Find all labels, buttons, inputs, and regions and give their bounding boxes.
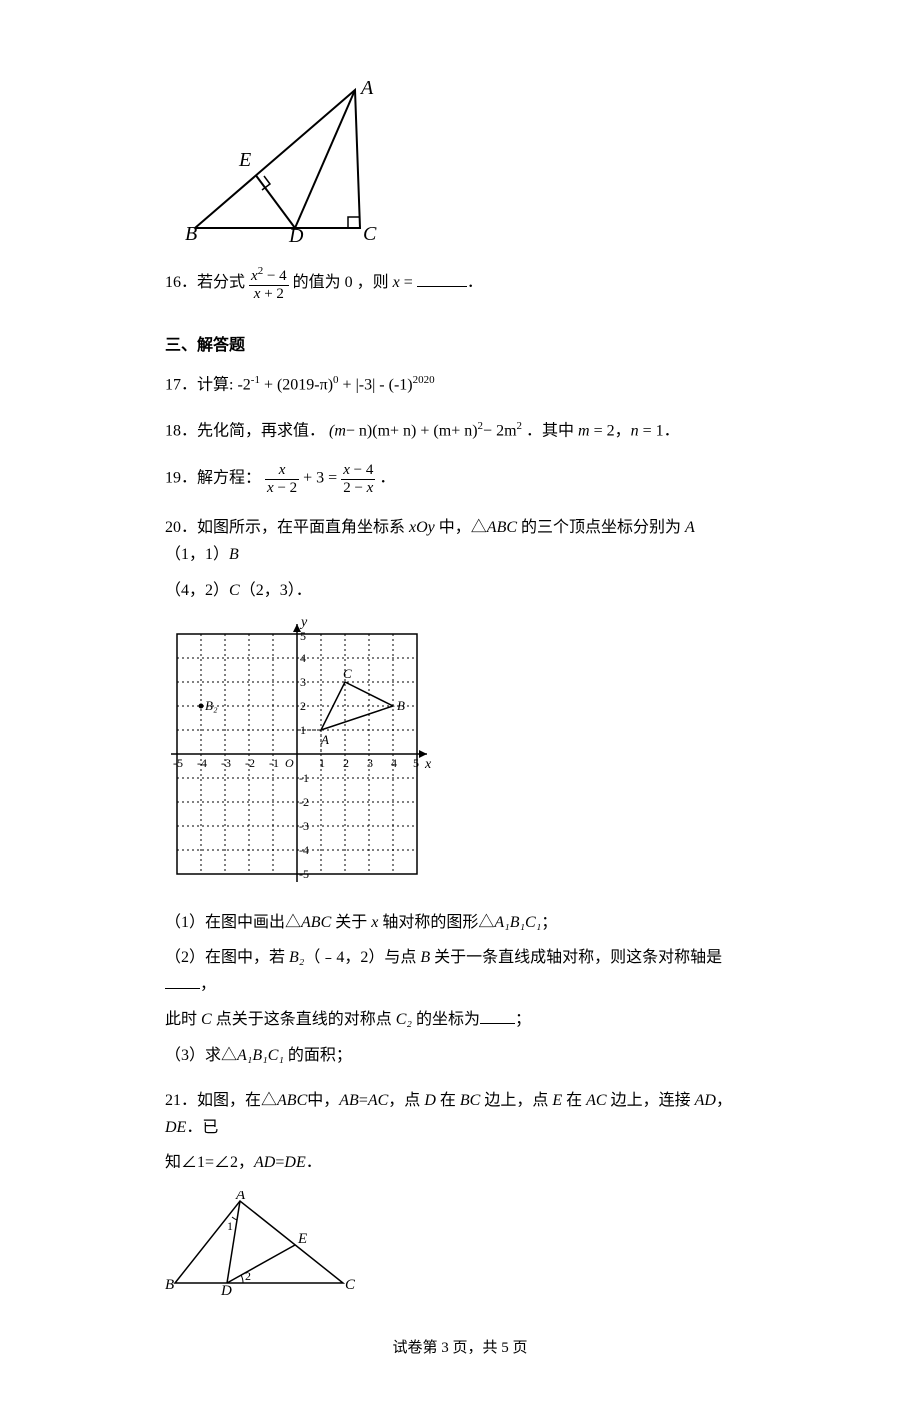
svg-text:5: 5 bbox=[300, 629, 306, 643]
q18: 18．先化简，再求值． (m− n)(m+ n) + (m+ n)2− 2m2 … bbox=[165, 417, 755, 445]
q16-mid: 的值为 0 ，则 bbox=[293, 274, 389, 291]
svg-text:B: B bbox=[397, 698, 405, 713]
svg-text:-2: -2 bbox=[245, 756, 255, 770]
q21-svg: A B C D E 1 2 bbox=[165, 1191, 355, 1296]
svg-text:1: 1 bbox=[227, 1219, 233, 1233]
label-E: E bbox=[238, 149, 251, 171]
svg-text:2: 2 bbox=[300, 699, 306, 713]
q19-frac2: x − 4 2 − x bbox=[341, 462, 375, 496]
label-D: D bbox=[288, 225, 304, 245]
q16: 16．若分式 x2 − 4 x + 2 的值为 0 ，则 x = ． bbox=[165, 265, 755, 302]
svg-text:5: 5 bbox=[413, 756, 419, 770]
svg-text:B: B bbox=[165, 1277, 174, 1293]
section-3-heading: 三、解答题 bbox=[165, 332, 755, 359]
q16-fraction: x2 − 4 x + 2 bbox=[249, 265, 289, 302]
svg-text:3: 3 bbox=[367, 756, 373, 770]
q21: 21．如图，在△ABC中，AB=AC，点 D 在 BC 边上，点 E 在 AC … bbox=[165, 1087, 755, 1297]
q15-figure: A B C D E bbox=[185, 80, 755, 245]
svg-text:C: C bbox=[343, 666, 352, 681]
svg-text:x: x bbox=[424, 757, 432, 772]
svg-text:-3: -3 bbox=[221, 756, 231, 770]
svg-text:E: E bbox=[297, 1231, 307, 1247]
q20-blank1 bbox=[165, 972, 200, 989]
label-A: A bbox=[359, 80, 374, 99]
page-footer: 试卷第 3 页，共 5 页 bbox=[165, 1336, 755, 1362]
svg-text:-2: -2 bbox=[299, 795, 309, 809]
svg-text:D: D bbox=[220, 1283, 232, 1296]
q20-figure: -5-4-3-2-1 12345 O 12345 -1-2-3-4-5 y x … bbox=[165, 614, 755, 894]
svg-text:C: C bbox=[345, 1277, 355, 1293]
q21-figure: A B C D E 1 2 bbox=[165, 1191, 755, 1296]
svg-text:O: O bbox=[285, 756, 294, 770]
q16-prefix: 16．若分式 bbox=[165, 274, 245, 291]
svg-text:A: A bbox=[320, 732, 329, 747]
svg-text:-3: -3 bbox=[299, 819, 309, 833]
q19: 19．解方程： x x − 2 + 3 = x − 4 2 − x ． bbox=[165, 462, 755, 496]
svg-text:2: 2 bbox=[245, 1269, 251, 1283]
q15-svg: A B C D E bbox=[185, 80, 395, 245]
svg-text:-5: -5 bbox=[173, 756, 183, 770]
svg-text:-1: -1 bbox=[299, 771, 309, 785]
page-container: A B C D E 16．若分式 x2 − 4 x + 2 的值为 0 ，则 x… bbox=[0, 0, 920, 1402]
svg-text:3: 3 bbox=[300, 675, 306, 689]
svg-text:y: y bbox=[299, 615, 308, 630]
svg-text:-4: -4 bbox=[197, 756, 207, 770]
q17: 17．计算: -2-1 + (2019-π)0 + |-3| - (-1)202… bbox=[165, 371, 755, 399]
svg-text:4: 4 bbox=[391, 756, 397, 770]
q20-grid-svg: -5-4-3-2-1 12345 O 12345 -1-2-3-4-5 y x … bbox=[165, 614, 435, 894]
svg-text:-4: -4 bbox=[299, 843, 309, 857]
q16-blank bbox=[417, 270, 467, 287]
q20-blank2 bbox=[480, 1007, 515, 1024]
svg-text:1: 1 bbox=[319, 756, 325, 770]
svg-text:A: A bbox=[235, 1191, 246, 1203]
label-C: C bbox=[363, 223, 377, 245]
svg-text:-1: -1 bbox=[269, 756, 279, 770]
svg-text:-5: -5 bbox=[299, 867, 309, 881]
q19-frac1: x x − 2 bbox=[265, 462, 299, 496]
svg-text:4: 4 bbox=[300, 651, 306, 665]
svg-text:B₂: B₂ bbox=[205, 698, 218, 713]
label-B: B bbox=[185, 223, 197, 245]
svg-text:2: 2 bbox=[343, 756, 349, 770]
q20: 20．如图所示，在平面直角坐标系 xOy 中，△ABC 的三个顶点坐标分别为 A… bbox=[165, 514, 755, 1069]
